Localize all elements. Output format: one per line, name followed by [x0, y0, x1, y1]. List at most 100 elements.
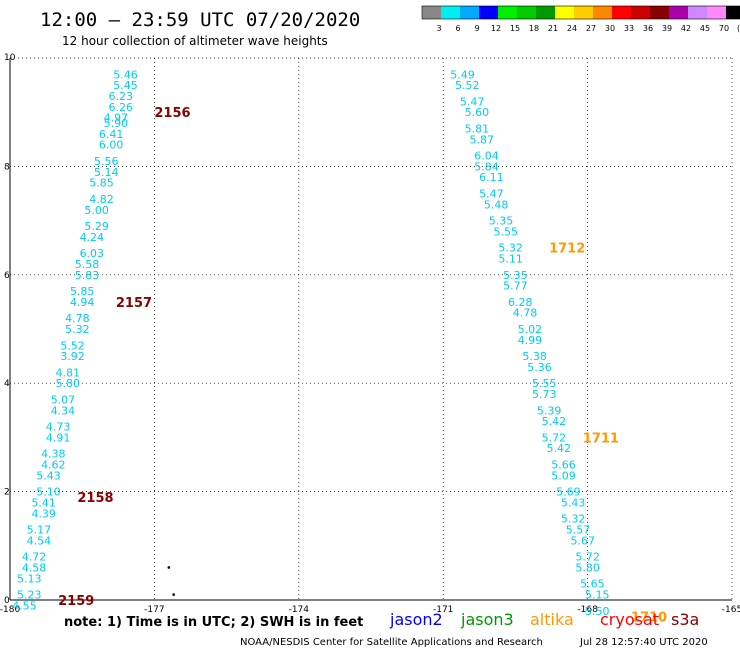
wave-height-value: 4.39: [31, 507, 56, 520]
satellite-legend-entry: s3a: [671, 610, 699, 629]
wave-height-value: 5.39: [537, 404, 562, 417]
x-tick-label: -174: [289, 605, 310, 615]
time-label: 1712: [549, 242, 585, 257]
wave-height-value: 5.09: [551, 469, 576, 482]
wave-height-value: 5.47: [479, 188, 504, 201]
wave-height-value: 4.34: [51, 404, 76, 417]
wave-height-value: 5.42: [546, 442, 571, 455]
colorbar-label: 70: [719, 24, 729, 33]
wave-height-value: 5.07: [51, 393, 76, 406]
wave-height-value: 4.72: [22, 551, 47, 564]
y-axis-ticks: 0 2 4 6 8 10: [4, 53, 16, 606]
colorbar-label: 27: [586, 24, 596, 33]
wave-height-value: 5.48: [484, 198, 509, 211]
wave-height-value: 5.47: [460, 95, 485, 108]
wave-height-value: 5.83: [75, 269, 100, 282]
x-tick-label: -168: [577, 605, 598, 615]
wave-height-value: 4.94: [70, 296, 95, 309]
wave-height-value: 5.72: [575, 551, 600, 564]
satellite-legend: jason2 jason3 altika cryosat s3a: [389, 610, 699, 629]
footer-note: note: 1) Time is in UTC; 2) SWH is in fe…: [64, 615, 363, 630]
colorbar-swatch: [422, 6, 441, 19]
wave-height-value: 4.82: [89, 193, 114, 206]
wave-height-value: 5.66: [551, 459, 576, 472]
wave-height-value: 5.43: [36, 469, 61, 482]
wave-height-value: 5.17: [27, 524, 52, 537]
wave-height-value: 5.52: [455, 79, 480, 92]
wave-height-value: 5.41: [31, 496, 56, 509]
wave-height-value: 5.58: [75, 258, 100, 271]
colorbar-label: 24: [567, 24, 577, 33]
colorbar-label: 12: [491, 24, 501, 33]
colorbar-swatch: [669, 6, 688, 19]
colorbar-swatch: [574, 6, 593, 19]
colorbar-swatch: [460, 6, 479, 19]
wave-height-value: 5.56: [94, 155, 119, 168]
wave-height-value: 5.81: [465, 122, 490, 135]
wave-height-value: 5.80: [575, 561, 600, 574]
data-dots: [167, 566, 175, 596]
wave-height-value: 5.42: [542, 415, 567, 428]
time-label: 2156: [154, 106, 190, 121]
wave-height-value: 5.65: [580, 578, 605, 591]
colorbar-swatch: [479, 6, 498, 19]
page-title: 12:00 – 23:59 UTC 07/20/2020: [40, 9, 360, 31]
satellite-legend-entry: jason3: [460, 610, 514, 629]
y-tick-label: 8: [4, 162, 10, 172]
x-tick-label: -180: [0, 605, 20, 615]
wave-height-value: 5.13: [17, 572, 42, 585]
wave-height-value: 5.69: [556, 486, 581, 499]
wave-height-value: 4.55: [12, 599, 37, 612]
data-dot: [167, 566, 171, 569]
wave-height-value: 4.91: [46, 431, 71, 444]
satellite-legend-entry: altika: [530, 610, 574, 629]
wave-height-value: 5.32: [561, 513, 586, 526]
colorbar-swatch: [726, 6, 740, 19]
colorbar-label: 36: [643, 24, 653, 33]
y-tick-label: 4: [4, 379, 10, 389]
colorbar-label: 45: [700, 24, 710, 33]
wave-height-value: 5.43: [561, 496, 586, 509]
data-dot: [172, 593, 175, 596]
wave-height-value: 5.35: [489, 215, 514, 228]
colorbar-label: 21: [548, 24, 558, 33]
colorbar-swatch: [688, 6, 707, 19]
wave-height-value: 5.77: [503, 280, 528, 293]
colorbar-label: 18: [529, 24, 539, 33]
colorbar-swatch: [498, 6, 517, 19]
colorbar-swatch: [517, 6, 536, 19]
wave-height-points: 5.465.456.236.264.975.906.416.00 5.565.14…: [12, 68, 609, 618]
colorbar-label: 42: [681, 24, 691, 33]
y-tick-label: 0: [4, 596, 10, 606]
wave-height-value: 5.80: [56, 377, 81, 390]
wave-height-value: 3.92: [60, 350, 85, 363]
wave-height-value: 5.14: [94, 166, 119, 179]
wave-height-value: 4.38: [41, 448, 66, 461]
wave-height-value: 5.87: [469, 133, 494, 146]
x-axis-ticks: -180 -177 -174 -171 -168 -165: [0, 605, 740, 615]
wave-height-value: 5.11: [498, 253, 523, 266]
wave-height-value: 5.55: [532, 377, 557, 390]
page-subtitle: 12 hour collection of altimeter wave hei…: [62, 34, 328, 48]
wave-height-value: 4.78: [65, 312, 90, 325]
footer-credit: NOAA/NESDIS Center for Satellite Applica…: [240, 637, 543, 648]
colorbar-swatch: [555, 6, 574, 19]
time-label: 2159: [58, 594, 94, 609]
wave-height-value: 6.11: [479, 171, 504, 184]
wave-height-value: 5.60: [465, 106, 490, 119]
x-tick-label: -177: [144, 605, 164, 615]
colorbar-border: [421, 5, 740, 20]
footer-timestamp: Jul 28 12:57:40 UTC 2020: [579, 637, 708, 648]
wave-height-value: 4.62: [41, 459, 66, 472]
wave-height-value: 6.03: [80, 247, 105, 260]
wave-height-value: 5.90: [104, 117, 129, 130]
wave-height-value: 4.97: [104, 112, 129, 125]
colorbar-swatch: [593, 6, 612, 19]
x-tick-label: -171: [433, 605, 453, 615]
colorbar-label: 33: [624, 24, 634, 33]
wave-height-value: 5.57: [566, 524, 591, 537]
wave-height-value: 4.54: [27, 534, 52, 547]
wave-height-value: 5.85: [70, 285, 95, 298]
time-label: 2157: [116, 296, 152, 311]
wave-height-value: 5.52: [60, 339, 85, 352]
